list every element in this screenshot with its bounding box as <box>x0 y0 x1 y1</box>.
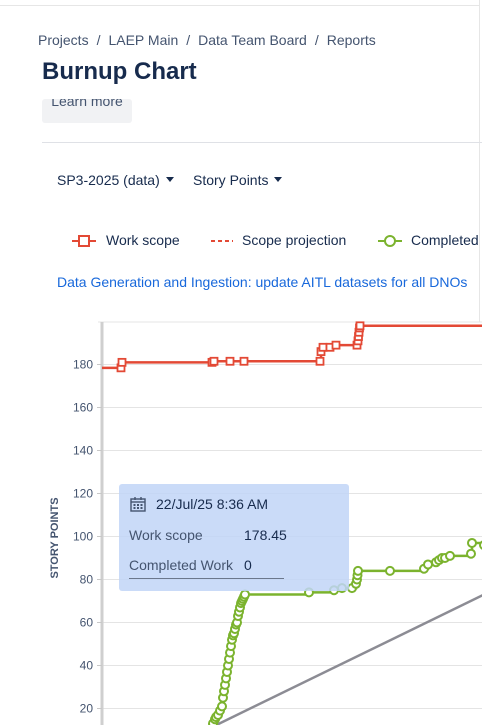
completed-point <box>466 548 476 559</box>
tooltip-underline <box>129 578 284 579</box>
square-marker-icon <box>72 235 96 247</box>
work-scope-point <box>117 357 127 367</box>
tooltip-value-work-scope: 178.45 <box>244 527 287 543</box>
chart-tooltip: 22/Jul/25 8:36 AM Work scope 178.45 Comp… <box>119 484 349 591</box>
legend-label: Work scope <box>106 232 180 248</box>
work-scope-point <box>209 356 219 366</box>
work-scope-point <box>355 321 365 331</box>
dashed-line-icon <box>211 240 233 242</box>
guideline-series <box>213 594 482 725</box>
legend-label: Scope projection <box>242 232 347 248</box>
window-top-edge <box>0 0 482 6</box>
work-scope-point <box>331 340 341 350</box>
learn-more-label: Learn more <box>51 99 123 109</box>
sprint-dropdown[interactable]: SP3-2025 (data) <box>57 172 174 188</box>
legend-label: Completed <box>411 232 479 248</box>
y-tick-label: 100 <box>73 530 93 544</box>
y-axis-title: STORY POINTS <box>49 497 61 578</box>
circle-marker-icon <box>378 235 402 247</box>
page-title: Burnup Chart <box>42 58 197 85</box>
tooltip-date: 22/Jul/25 8:36 AM <box>156 496 269 512</box>
chart-legend: Work scope Scope projection Completed <box>0 232 482 252</box>
y-tick-label: 80 <box>80 573 94 587</box>
breadcrumb-separator: / <box>96 32 101 48</box>
y-tick-label: 60 <box>80 616 94 630</box>
caret-down-icon <box>165 176 174 182</box>
breadcrumb-data-team-board[interactable]: Data Team Board <box>198 32 307 48</box>
completed-point <box>385 565 395 576</box>
y-tick-label: 40 <box>80 659 94 673</box>
work-scope-point <box>315 356 325 366</box>
completed-point <box>217 701 227 712</box>
work-scope-point <box>225 356 235 366</box>
y-tick-label: 180 <box>73 358 93 372</box>
section-divider <box>42 142 482 143</box>
caret-down-icon <box>274 176 283 182</box>
issue-link[interactable]: Data Generation and Ingestion: update AI… <box>57 274 468 290</box>
y-tick-label: 160 <box>73 401 93 415</box>
tooltip-label-work-scope: Work scope <box>129 527 203 543</box>
breadcrumb: Projects / LAEP Main / Data Team Board / Repor… <box>38 32 376 48</box>
completed-point <box>467 537 477 548</box>
estimation-dropdown[interactable]: Story Points <box>193 172 283 188</box>
completed-point <box>240 589 250 600</box>
y-tick-label: 120 <box>73 487 93 501</box>
work-scope-point <box>318 342 328 352</box>
y-tick-label: 20 <box>80 702 94 716</box>
y-tick-label: 140 <box>73 444 93 458</box>
breadcrumb-separator: / <box>186 32 191 48</box>
learn-more-button[interactable]: Learn more <box>42 99 132 123</box>
estimation-dropdown-label: Story Points <box>193 172 269 188</box>
work-scope-point <box>239 356 249 366</box>
tooltip-value-completed: 0 <box>244 557 252 573</box>
sprint-dropdown-label: SP3-2025 (data) <box>57 172 160 188</box>
breadcrumb-laep-main[interactable]: LAEP Main <box>108 32 179 48</box>
completed-point <box>423 559 433 570</box>
y-axis-ticks: 20 40 60 80 100 120 140 160 180 <box>73 358 102 716</box>
calendar-icon <box>130 497 146 512</box>
tooltip-label-completed: Completed Work <box>129 557 234 573</box>
breadcrumb-separator: / <box>314 32 319 48</box>
breadcrumb-projects[interactable]: Projects <box>38 32 89 48</box>
completed-point <box>353 565 363 576</box>
completed-point <box>445 550 455 561</box>
breadcrumb-reports[interactable]: Reports <box>326 32 376 48</box>
